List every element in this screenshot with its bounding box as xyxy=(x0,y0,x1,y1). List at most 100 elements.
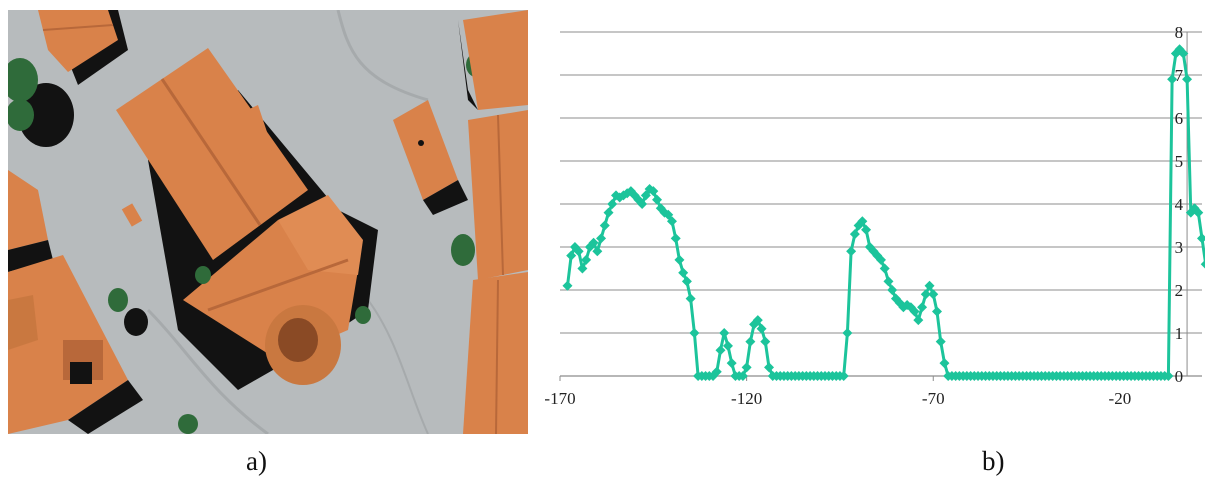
data-point xyxy=(741,362,752,373)
data-point xyxy=(1200,259,1205,269)
data-point xyxy=(670,233,681,244)
data-point xyxy=(928,289,939,300)
building-roof xyxy=(8,295,38,350)
tree-shadow xyxy=(18,83,74,147)
y-tick-label: 4 xyxy=(1175,195,1184,214)
data-point xyxy=(913,315,924,326)
x-tick-labels: -170 -120 -70 -20 xyxy=(544,389,1131,408)
y-tick-label: 6 xyxy=(1175,109,1184,128)
nave-ridge xyxy=(160,78,262,226)
building-roof xyxy=(463,10,528,110)
data-point xyxy=(924,280,935,291)
axes xyxy=(559,32,1202,381)
x-tick-label: -70 xyxy=(922,389,945,408)
data-point xyxy=(715,345,726,356)
data-point xyxy=(1182,74,1193,85)
data-point xyxy=(883,276,894,287)
data-point xyxy=(678,267,689,278)
tree xyxy=(451,234,475,266)
data-point xyxy=(846,246,857,257)
tree xyxy=(8,58,38,102)
building-roof xyxy=(468,110,528,280)
data-point xyxy=(663,209,674,220)
data-point xyxy=(764,362,775,373)
roof-ridge xyxy=(495,279,499,434)
data-point xyxy=(1167,74,1178,85)
data-point xyxy=(939,358,950,369)
building-shadow xyxy=(8,240,53,272)
courtyard-shadow xyxy=(70,362,92,384)
data-point xyxy=(909,306,920,317)
y-tick-label: 2 xyxy=(1175,281,1184,300)
data-point xyxy=(1174,44,1185,55)
building-roof xyxy=(463,272,528,434)
data-point xyxy=(566,250,577,261)
data-point xyxy=(1163,371,1174,381)
data-point xyxy=(708,371,719,381)
data-point xyxy=(592,246,603,257)
data-point xyxy=(629,190,640,201)
data-point xyxy=(876,254,886,265)
data-point xyxy=(760,336,771,347)
data-point xyxy=(931,306,942,317)
data-point xyxy=(879,263,890,274)
tree xyxy=(195,266,211,284)
data-point xyxy=(674,254,685,265)
church-apse-roof xyxy=(278,195,363,275)
chimney xyxy=(418,140,424,146)
data-point xyxy=(745,336,756,347)
data-point xyxy=(920,289,931,300)
data-point xyxy=(610,190,621,201)
data-point xyxy=(637,199,648,209)
data-point xyxy=(726,358,737,369)
building-roof xyxy=(8,170,48,250)
tree xyxy=(355,306,371,324)
building-roof xyxy=(393,100,458,200)
data-point xyxy=(752,315,763,326)
building-shadow xyxy=(458,20,478,110)
aerial-photo xyxy=(8,10,528,434)
series-1 xyxy=(562,44,1205,381)
data-point xyxy=(573,246,584,257)
data-point xyxy=(581,254,592,265)
y-tick-label: 5 xyxy=(1175,152,1184,171)
x-tick-label: -20 xyxy=(1109,389,1132,408)
data-point xyxy=(917,302,928,313)
road-marking xyxy=(367,299,429,434)
y-tick-label: 1 xyxy=(1175,324,1184,343)
tree xyxy=(178,414,198,434)
panel-label-b: b) xyxy=(982,446,1005,476)
data-point xyxy=(689,328,700,338)
data-point xyxy=(864,242,875,252)
data-point xyxy=(898,302,909,313)
data-point xyxy=(596,233,607,244)
data-point xyxy=(1197,233,1205,244)
tree xyxy=(8,99,34,131)
building-shadow xyxy=(423,180,468,215)
panel-label-a: a) xyxy=(246,446,267,476)
data-point xyxy=(857,216,868,227)
annex-roof xyxy=(226,105,273,162)
x-tick-label: -170 xyxy=(544,389,575,408)
data-point xyxy=(737,371,748,381)
data-point xyxy=(577,263,588,274)
data-point xyxy=(868,246,879,257)
car xyxy=(121,203,143,227)
building-shadow xyxy=(68,380,143,434)
data-point xyxy=(935,336,946,347)
data-point xyxy=(603,207,614,218)
y-tick-labels: 0 1 2 3 4 5 6 7 8 xyxy=(1175,23,1184,386)
data-point xyxy=(711,366,722,377)
data-point xyxy=(562,280,573,291)
profile-chart: 0 1 2 3 4 5 6 7 8 -170 -120 -70 -20 xyxy=(544,23,1205,408)
road-marking xyxy=(336,10,429,102)
data-point xyxy=(722,340,733,351)
data-point xyxy=(648,186,659,197)
data-point xyxy=(614,192,625,203)
data-point xyxy=(652,194,663,205)
data-point xyxy=(756,323,767,334)
data-point xyxy=(681,276,692,287)
y-tick-label: 3 xyxy=(1175,238,1184,257)
data-point xyxy=(861,224,872,235)
data-point xyxy=(1193,207,1204,218)
